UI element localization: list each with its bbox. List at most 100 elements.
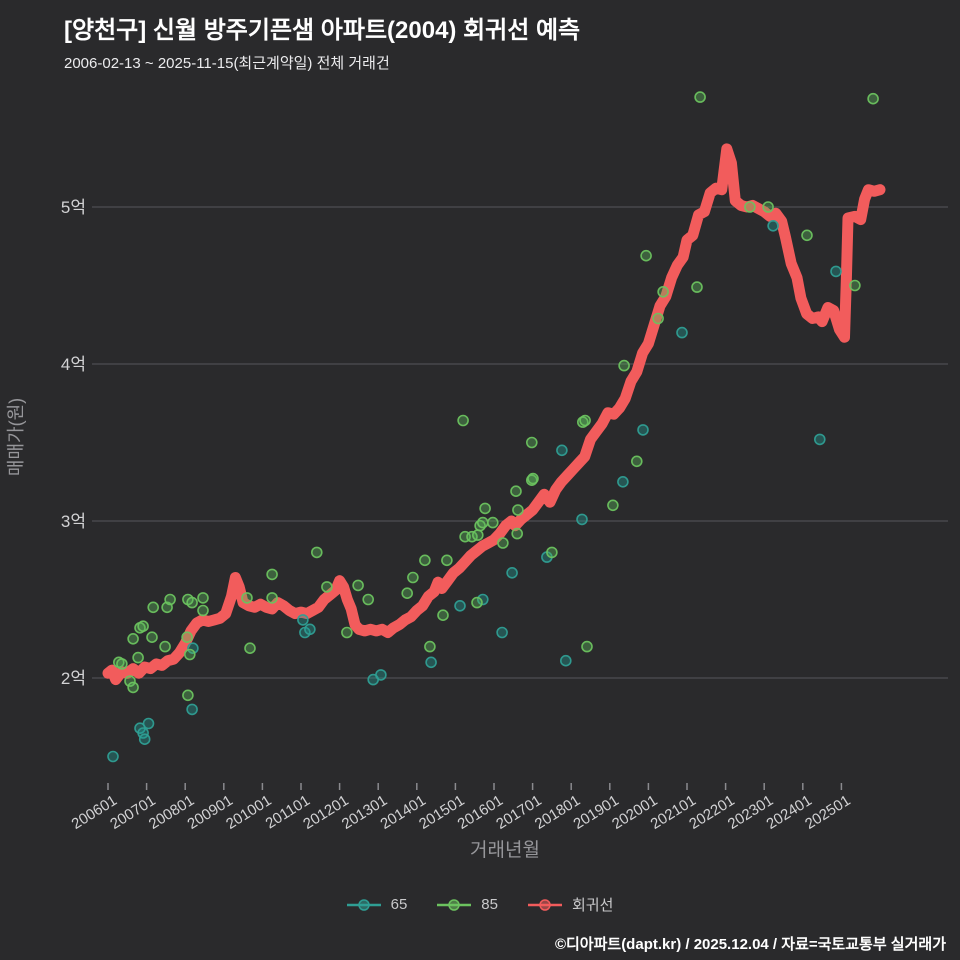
scatter-point-65	[304, 623, 316, 636]
legend-item-85: 85	[437, 896, 498, 913]
scatter-point-65	[186, 703, 198, 716]
scatter-point-85	[310, 546, 323, 559]
legend-item-65: 65	[346, 896, 408, 913]
scatter-point-85	[352, 579, 364, 592]
scatter-point-85	[618, 359, 630, 372]
scatter-point-85	[159, 640, 171, 653]
scatter-point-85	[147, 601, 159, 614]
scatter-point-85	[546, 546, 558, 559]
scatter-point-85	[401, 587, 414, 600]
scatter-point-65	[556, 444, 568, 457]
scatter-point-85	[762, 201, 774, 213]
scatter-point-85	[694, 91, 706, 103]
scatter-point-65	[559, 654, 572, 667]
scatter-point-85	[652, 312, 664, 325]
scatter-point-85	[457, 414, 469, 427]
scatter-point-85	[197, 592, 209, 604]
scatter-point-85	[132, 651, 144, 664]
x-axis-title: 거래년월	[470, 839, 540, 861]
scatter-point-85	[241, 592, 253, 604]
scatter-point-85	[640, 249, 652, 262]
chart-header: [양천구] 신월 방주기픈샘 아파트(2004) 회귀선 예측 2006-02-…	[64, 10, 580, 73]
scatter-point-65	[187, 642, 199, 655]
scatter-point-85	[607, 499, 619, 512]
scatter-point-85	[476, 516, 489, 529]
scatter-point-85	[497, 537, 509, 549]
scatter-point-85	[424, 640, 436, 653]
scatter-point-85	[197, 604, 209, 617]
legend-marker-icon	[527, 898, 562, 911]
scatter-point-85	[867, 92, 879, 105]
legend-marker-icon	[346, 898, 381, 911]
scatter-point-85	[581, 640, 593, 653]
scatter-point-85	[691, 281, 703, 293]
scatter-point-65	[425, 656, 437, 669]
scatter-point-85	[407, 571, 419, 584]
scatter-point-85	[186, 596, 198, 609]
scatter-point-65	[496, 626, 508, 639]
scatter-point-85	[184, 648, 196, 661]
scatter-point-65	[617, 475, 629, 488]
scatter-point-65	[297, 614, 309, 626]
scatter-point-85	[321, 581, 333, 593]
scatter-point-85	[579, 414, 591, 427]
scatter-point-65	[506, 566, 518, 579]
legend-label: 회귀선	[571, 897, 614, 914]
scatter-point-85	[124, 675, 136, 687]
y-axis-title: 매매가(원)	[6, 398, 26, 476]
page-title: [양천구] 신월 방주기픈샘 아파트(2004) 회귀선 예측	[64, 17, 581, 44]
scatter-point-85	[341, 626, 353, 639]
regression-line	[102, 143, 886, 686]
y-tick-label: 3억	[61, 512, 86, 531]
scatter-point-65	[767, 220, 779, 232]
scatter-point-65	[830, 265, 842, 278]
scatter-point-85	[471, 529, 484, 541]
scatter-point-65	[454, 599, 466, 612]
scatter-point-85	[164, 593, 176, 606]
legend-label: 85	[481, 896, 498, 913]
scatter-point-65	[138, 733, 151, 746]
scatter-point-85	[441, 554, 453, 567]
scatter-point-85	[266, 592, 278, 604]
scatter-point-85	[630, 455, 643, 468]
scatter-point-85	[510, 485, 522, 498]
scatter-point-85	[362, 593, 375, 606]
scatter-point-85	[127, 681, 139, 694]
legend-marker-icon	[437, 898, 472, 911]
scatter-point-85	[127, 632, 139, 645]
scatter-point-65	[813, 433, 826, 446]
y-tick-label: 2억	[61, 669, 86, 688]
legend: 65 85 회귀선	[0, 894, 960, 915]
scatter-point-85	[511, 527, 524, 540]
scatter-point-85	[525, 436, 538, 449]
scatter-point-85	[437, 609, 449, 622]
scatter-point-85	[744, 201, 756, 213]
footer-credit: ©디아파트(dapt.kr) / 2025.12.04 / 자료=국토교통부 실…	[554, 936, 946, 953]
scatter-point-85	[527, 472, 539, 485]
scatter-point-65	[576, 513, 588, 526]
scatter-point-65	[637, 424, 649, 436]
scatter-point-85	[266, 568, 278, 581]
chart-subtitle: 2006-02-13 ~ 2025-11-15(최근계약일) 전체 거래건	[64, 55, 390, 72]
scatter-point-85	[657, 285, 669, 298]
scatter-point-85	[419, 554, 431, 567]
scatter-point-85	[182, 689, 194, 702]
scatter-point-65	[476, 593, 489, 606]
scatter-point-85	[244, 642, 256, 655]
scatter-point-65	[107, 750, 119, 763]
x-tick-label: 202501	[802, 792, 853, 833]
scatter-point-85	[849, 279, 861, 292]
scatter-point-85	[471, 596, 483, 609]
scatter-point-85	[801, 229, 813, 242]
scatter-point-85	[486, 516, 499, 529]
legend-item-회귀선: 회귀선	[527, 894, 614, 915]
scatter-point-85	[116, 658, 128, 670]
y-tick-label: 4억	[61, 355, 86, 374]
scatter-point-85	[181, 631, 193, 644]
scatter-point-85	[479, 502, 491, 515]
scatter-point-85	[146, 631, 158, 644]
scatter-point-65	[676, 326, 688, 339]
legend-label: 65	[390, 896, 408, 913]
